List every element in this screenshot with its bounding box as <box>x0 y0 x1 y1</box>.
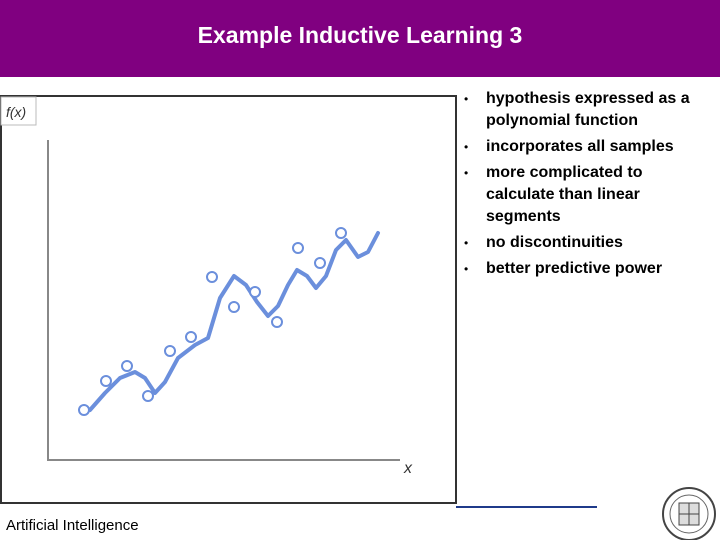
y-axis-label: f(x) <box>6 104 26 120</box>
sample-point <box>100 375 112 387</box>
frame <box>0 95 457 504</box>
bullet-list: hypothesis expressed as a polynomial fun… <box>462 88 707 284</box>
polynomial-curve <box>88 231 380 412</box>
logo <box>662 487 716 540</box>
x-axis-label: x <box>403 460 413 477</box>
sample-point <box>206 271 218 283</box>
sample-point <box>249 286 261 298</box>
sample-point <box>78 404 90 416</box>
bullet: more complicated to calculate than linea… <box>462 162 707 228</box>
bullet: incorporates all samples <box>462 136 707 158</box>
bullet: no discontinuities <box>462 232 707 254</box>
slide-title: Example Inductive Learning 3 <box>197 22 523 48</box>
bullet: hypothesis expressed as a polynomial fun… <box>462 88 707 132</box>
sample-point <box>292 242 304 254</box>
header-bar: Example Inductive Learning 3 <box>0 0 720 77</box>
footer-text: Artificial Intelligence <box>6 517 139 534</box>
label-box <box>0 96 37 126</box>
sample-point <box>164 345 176 357</box>
sample-point <box>335 227 347 239</box>
sample-point <box>228 301 240 313</box>
sample-points <box>78 227 347 416</box>
sample-point <box>271 316 283 328</box>
sample-point <box>121 360 133 372</box>
sample-point <box>142 390 154 402</box>
bullet: better predictive power <box>462 258 707 280</box>
sample-point <box>185 331 197 343</box>
sample-point <box>314 257 326 269</box>
